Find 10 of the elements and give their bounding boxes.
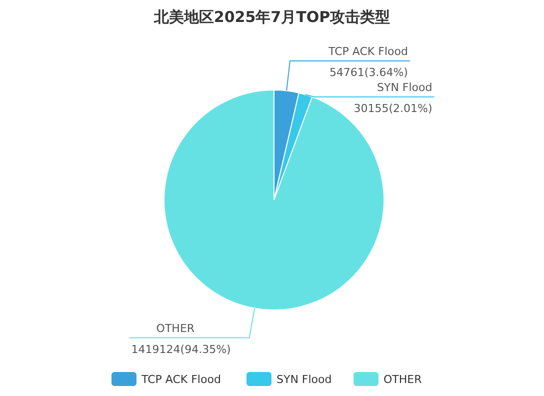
- legend-label: SYN Flood: [276, 373, 332, 386]
- slice-label: OTHER: [156, 322, 195, 335]
- legend-label: TCP ACK Flood: [140, 373, 221, 386]
- legend-label: OTHER: [384, 373, 422, 386]
- slice-label: TCP ACK Flood: [328, 44, 408, 58]
- chart-title: 北美地区2025年7月TOP攻击类型: [152, 8, 390, 26]
- data-label: 30155(2.01%): [354, 102, 432, 115]
- data-label: 1419124(94.35%): [131, 342, 231, 356]
- data-label: 54761(3.64%): [329, 66, 408, 79]
- slice-label: SYN Flood: [377, 80, 432, 94]
